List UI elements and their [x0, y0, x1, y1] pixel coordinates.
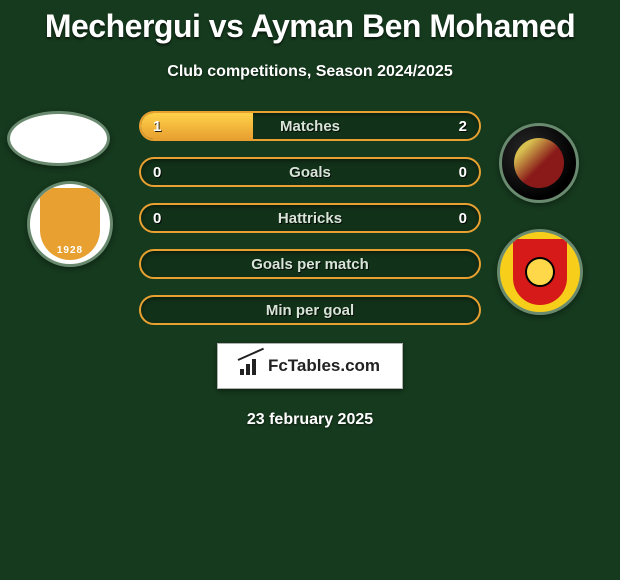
shield-icon: [40, 188, 100, 260]
stat-label: Matches: [141, 113, 479, 139]
footer: FcTables.com 23 february 2025: [0, 343, 620, 429]
stat-label: Goals: [141, 159, 479, 185]
stat-label: Min per goal: [141, 297, 479, 323]
subtitle: Club competitions, Season 2024/2025: [0, 63, 620, 81]
chart-icon: [240, 357, 262, 375]
shield-icon: [513, 239, 567, 305]
page-title: Mechergui vs Ayman Ben Mohamed: [0, 0, 620, 45]
stat-bar: 12Matches: [139, 111, 481, 141]
comparison-panel: 12Matches 00Goals 00Hattricks Goals per mat…: [0, 111, 620, 429]
player2-avatar: [499, 123, 579, 203]
stat-bar: Goals per match: [139, 249, 481, 279]
stat-bar: Min per goal: [139, 295, 481, 325]
player1-club-badge: [27, 181, 113, 267]
player2-club-badge: [497, 229, 583, 315]
stat-label: Goals per match: [141, 251, 479, 277]
brand-text: FcTables.com: [268, 356, 380, 376]
stats-bars: 12Matches 00Goals 00Hattricks Goals per mat…: [139, 111, 481, 325]
stat-label: Hattricks: [141, 205, 479, 231]
player1-avatar: [7, 111, 110, 166]
stat-bar: 00Goals: [139, 157, 481, 187]
stat-bar: 00Hattricks: [139, 203, 481, 233]
date: 23 february 2025: [0, 411, 620, 429]
brand-logo: FcTables.com: [217, 343, 403, 389]
